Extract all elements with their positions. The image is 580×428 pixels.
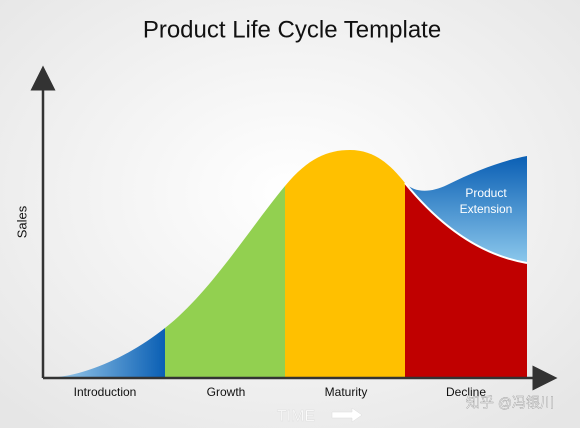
- maturity-area: [285, 150, 405, 378]
- extension-area: [405, 156, 527, 263]
- watermark: 知乎 @冯银川: [466, 395, 554, 411]
- time-label: TIME: [277, 408, 315, 425]
- time-arrow: [331, 407, 363, 423]
- growth-area: [165, 186, 285, 378]
- extension-label: Product: [465, 186, 507, 200]
- extension-divider: [404, 182, 528, 264]
- stage-label: Decline: [446, 385, 486, 399]
- stage-label: Introduction: [74, 385, 137, 399]
- decline-area: [405, 183, 527, 378]
- extension-label: Extension: [460, 202, 513, 216]
- title: Product Life Cycle Template: [143, 16, 441, 43]
- stage-label: Growth: [207, 385, 246, 399]
- stage-label: Maturity: [325, 385, 368, 399]
- introduction-area: [48, 328, 165, 378]
- y-axis-label: Sales: [14, 205, 29, 238]
